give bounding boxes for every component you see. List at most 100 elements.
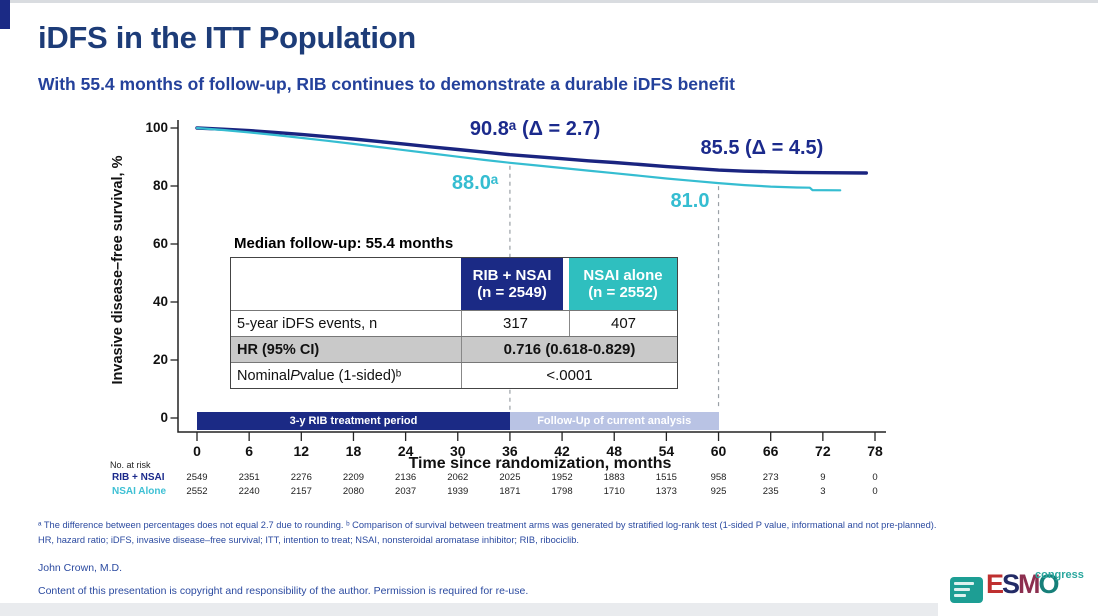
annotation-60-rib-nsai: 85.5 (Δ = 4.5): [700, 137, 824, 160]
badge-text-line: [954, 594, 966, 597]
at-risk-value: 235: [762, 486, 779, 497]
x-tick-label: 0: [193, 443, 201, 459]
y-tick-label: 60: [152, 236, 168, 251]
page-subtitle: With 55.4 months of follow-up, RIB conti…: [38, 74, 735, 94]
top-border: [0, 0, 1098, 3]
x-tick-label: 48: [606, 443, 622, 459]
at-risk-row-rib-label: RIB + NSAI: [112, 472, 165, 483]
idfs-events-rib: 317: [461, 311, 569, 336]
at-risk-value: 1939: [447, 486, 469, 497]
at-risk-label: No. at risk: [110, 460, 151, 470]
header-nsai-name: NSAI alone: [583, 266, 663, 284]
axes: [177, 120, 886, 433]
y-tick-label: 20: [152, 352, 168, 367]
at-risk-value: 2157: [290, 486, 312, 497]
esmo-letter: M: [1018, 569, 1040, 599]
copyright-notice: Content of this presentation is copyrigh…: [38, 585, 529, 597]
y-tick-label: 40: [152, 294, 168, 309]
median-followup-caption: Median follow-up: 55.4 months: [234, 235, 454, 252]
at-risk-value: 2549: [186, 472, 208, 483]
esmo-letter: E: [986, 569, 1004, 599]
esmo-congress-logo: ESMO congress: [938, 562, 1098, 616]
at-risk-value: 1710: [603, 486, 625, 497]
period-bar: Follow-Up of current analysis: [509, 412, 719, 430]
x-tick-label: 24: [397, 443, 414, 459]
at-risk-value: 925: [710, 486, 727, 497]
p-label-italic: P: [290, 367, 300, 384]
at-risk-value: 1373: [655, 486, 677, 497]
header-rib-nsai: RIB + NSAI (n = 2549): [461, 258, 569, 310]
at-risk-value: 273: [762, 472, 779, 483]
annotation-36-rib-nsai: 90.8ᵃ (Δ = 2.7): [469, 117, 601, 140]
page-title: iDFS in the ITT Population: [38, 20, 416, 55]
footnote-line-1: ᵃ The difference between percentages doe…: [38, 520, 937, 530]
p-label-prefix: Nominal: [237, 367, 291, 384]
y-tick-label: 0: [160, 410, 168, 425]
at-risk-value: 1515: [655, 472, 677, 483]
badge-text-line: [954, 588, 970, 591]
hr-value: 0.716 (0.618-0.829): [461, 337, 677, 362]
header-rib-n: (n = 2549): [477, 284, 547, 301]
idfs-events-nsai: 407: [569, 311, 677, 336]
y-axis-title: Invasive disease–free survival, %: [110, 155, 126, 385]
footnote-line-2: HR, hazard ratio; iDFS, invasive disease…: [38, 535, 580, 545]
esmo-letter: S: [1002, 569, 1020, 599]
row-idfs-events-label: 5-year iDFS events, n: [237, 315, 378, 332]
at-risk-value: 2552: [186, 486, 208, 497]
x-tick-label: 42: [554, 443, 570, 459]
x-tick-label: 72: [815, 443, 831, 459]
p-label-suffix: value (1-sided)ᵇ: [299, 367, 402, 384]
at-risk-value: 0: [872, 486, 878, 497]
row-hr: HR (95% CI) 0.716 (0.618-0.829): [231, 336, 677, 362]
annotation-60-nsai-alone: 81.0: [670, 190, 710, 213]
at-risk-value: 2037: [395, 486, 417, 497]
header-empty-cell: [231, 258, 461, 310]
y-tick-label: 80: [152, 178, 168, 193]
header-nsai-n: (n = 2552): [588, 284, 658, 301]
x-tick-label: 18: [345, 443, 362, 459]
y-tick-label: 100: [145, 120, 168, 135]
x-tick-label: 6: [245, 443, 254, 459]
at-risk-value: 2240: [238, 486, 260, 497]
x-tick-label: 66: [762, 443, 779, 459]
at-risk-value: 2080: [342, 486, 365, 497]
km-curve-rib-nsai: [195, 126, 869, 175]
km-curve-nsai-alone: [195, 126, 842, 192]
at-risk-value: 1883: [603, 472, 625, 483]
row-idfs-events: 5-year iDFS events, n 317 407: [231, 310, 677, 336]
results-table-header: RIB + NSAI (n = 2549) NSAI alone (n = 25…: [231, 258, 677, 310]
esmo-congress-label: congress: [1035, 569, 1084, 581]
row-hr-label: HR (95% CI): [237, 341, 320, 358]
at-risk-value: 2025: [499, 472, 521, 483]
at-risk-value: 3: [820, 486, 826, 497]
header-nsai-alone: NSAI alone (n = 2552): [569, 258, 677, 310]
author-name: John Crown, M.D.: [38, 562, 123, 574]
row-p-value: Nominal P value (1-sided)ᵇ <.0001: [231, 362, 677, 388]
at-risk-value: 2062: [447, 472, 469, 483]
at-risk-value: 9: [820, 472, 826, 483]
row-p-label: Nominal P value (1-sided)ᵇ: [231, 363, 461, 388]
x-axis-title: Time since randomization, months: [408, 455, 672, 472]
x-tick-label: 60: [710, 443, 727, 459]
esmo-wordmark: ESMO: [986, 569, 1060, 599]
header-rib-name: RIB + NSAI: [472, 266, 552, 284]
x-tick-label: 12: [293, 443, 310, 459]
corner-accent: [0, 0, 10, 29]
x-tick-label: 54: [658, 443, 675, 459]
results-table: RIB + NSAI (n = 2549) NSAI alone (n = 25…: [230, 257, 678, 389]
x-tick-label: 36: [502, 443, 518, 459]
x-tick-label: 30: [449, 443, 466, 459]
badge-text-line: [954, 582, 974, 585]
at-risk-row-nsai-label: NSAI Alone: [112, 486, 167, 497]
at-risk-value: 2136: [395, 472, 417, 483]
period-bar: 3-y RIB treatment period: [197, 412, 510, 430]
esmo-letter: O: [1038, 569, 1060, 599]
esmo-badge-icon: [950, 577, 983, 603]
at-risk-value: 958: [710, 472, 727, 483]
annotation-36-nsai-alone: 88.0ᵃ: [451, 171, 499, 194]
at-risk-value: 2276: [290, 472, 312, 483]
bottom-border: [0, 603, 1098, 616]
at-risk-value: 0: [872, 472, 878, 483]
